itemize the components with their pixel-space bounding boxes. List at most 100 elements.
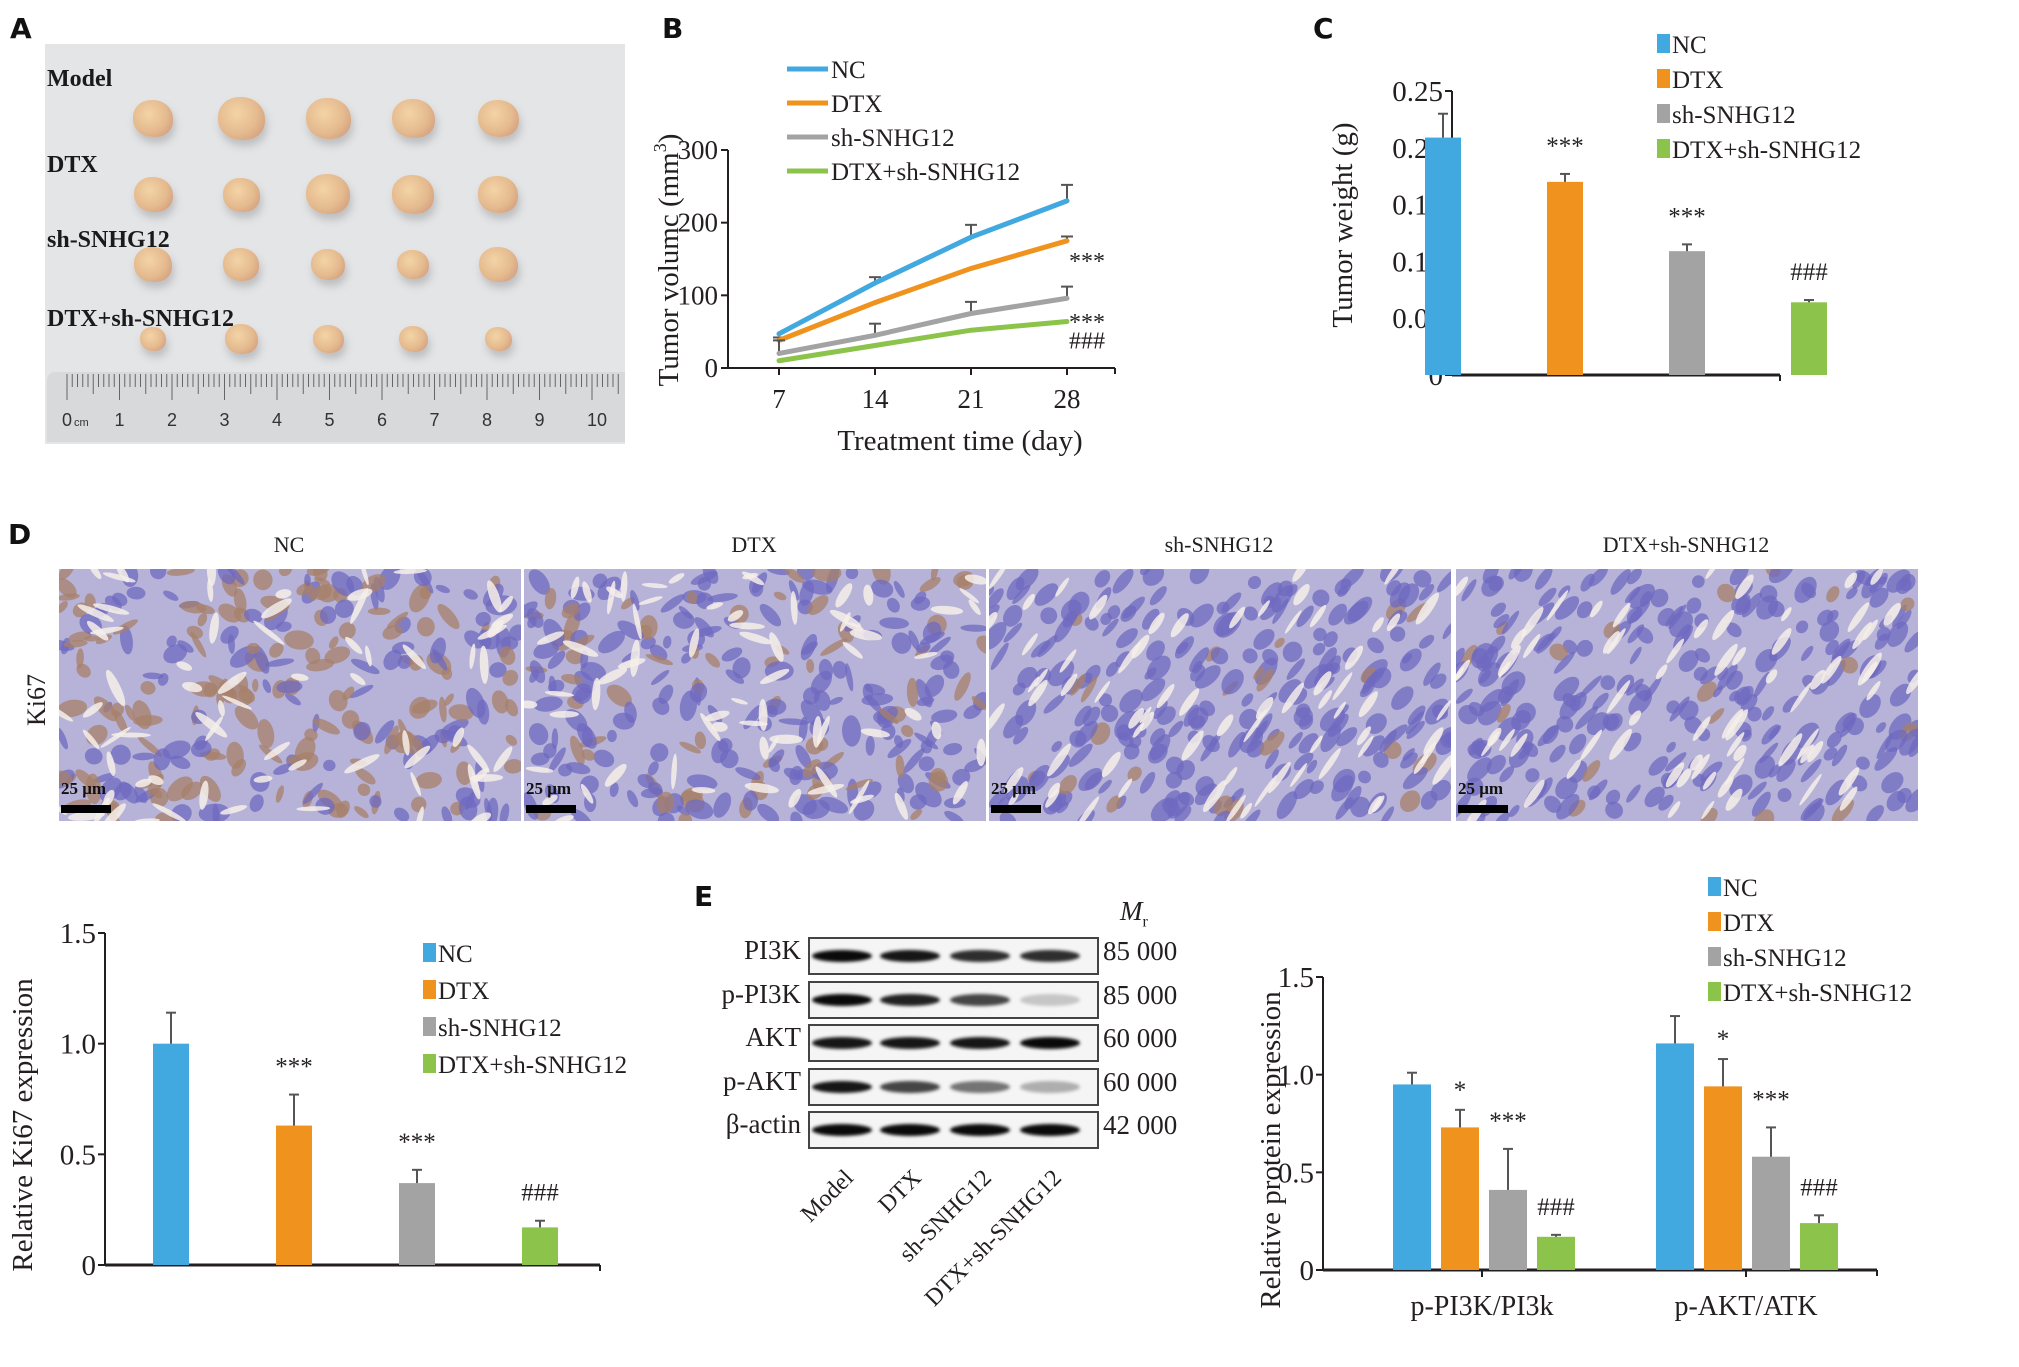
blot-band <box>880 994 940 1006</box>
legend-label: DTX+sh-SNHG12 <box>438 1052 627 1079</box>
blot-band <box>812 1081 872 1093</box>
blot-band <box>812 1037 872 1049</box>
ki67-row-label: Ki67 <box>22 640 52 760</box>
bar <box>522 1227 558 1265</box>
scale-bar-label: 25 μm <box>526 779 571 799</box>
significance-label: * <box>1717 1026 1730 1053</box>
tumor-sample <box>392 99 435 139</box>
x-axis-label: Treatment time (day) <box>837 425 1082 457</box>
legend-swatch <box>1657 69 1670 88</box>
histology-texture <box>59 569 521 821</box>
legend-label: sh-SNHG12 <box>1723 945 1847 972</box>
bar <box>1669 251 1705 375</box>
legend-label: NC <box>831 57 866 84</box>
significance-label: *** <box>1668 203 1706 230</box>
tumor-weight-bar-chart: Tumor weight (g) NCDTXsh-SNHG12DTX+sh-SN… <box>1310 0 2019 420</box>
legend-label: DTX <box>831 91 882 118</box>
histology-texture <box>524 569 986 821</box>
bar <box>1704 1086 1742 1270</box>
blot-protein-label: p-PI3K <box>681 979 801 1010</box>
tumor-sample <box>485 327 512 352</box>
tumor-sample <box>306 98 351 139</box>
molecular-weight-label: 85 000 <box>1103 980 1177 1011</box>
x-tick-label: 7 <box>772 384 786 414</box>
legend-swatch <box>423 1017 436 1036</box>
tumor-sample <box>140 327 166 351</box>
ruler-number: 7 <box>430 410 440 431</box>
panel-label-a: A <box>10 12 32 45</box>
y-axis-label: Relative Ki67 expression <box>7 978 39 1272</box>
ruler-number: 9 <box>535 410 545 431</box>
blot-band <box>1020 994 1080 1006</box>
molecular-weight-label: 60 000 <box>1103 1067 1177 1098</box>
bar <box>1547 182 1583 375</box>
tumor-sample <box>134 247 172 282</box>
tumor-sample <box>218 97 265 140</box>
blot-protein-label: AKT <box>681 1022 801 1053</box>
panel-label-d: D <box>8 518 31 551</box>
blot-strip <box>808 981 1099 1019</box>
legend-label: DTX <box>438 978 489 1005</box>
scale-bar <box>1458 805 1508 813</box>
significance-label: ### <box>1790 259 1828 286</box>
blot-strip <box>808 937 1099 975</box>
legend-swatch <box>423 980 436 999</box>
molecular-weight-label: 60 000 <box>1103 1023 1177 1054</box>
tumor-volume-line-chart: Tumor volumc (mm3) Treatment time (day) … <box>640 0 1200 470</box>
bar <box>1752 1157 1790 1270</box>
significance-label: *** <box>1752 1086 1790 1113</box>
blot-protein-label: β-actin <box>681 1109 801 1140</box>
legend-label: DTX <box>1672 67 1723 94</box>
tumor-sample <box>399 326 428 353</box>
blot-band <box>950 994 1010 1006</box>
blot-band <box>950 1081 1010 1093</box>
legend-label: DTX <box>1723 910 1774 937</box>
scale-bar-label: 25 μm <box>991 779 1036 799</box>
blot-strip <box>808 1068 1099 1106</box>
blot-strip <box>808 1111 1099 1149</box>
significance-label: *** <box>275 1054 313 1081</box>
tumor-sample <box>479 247 518 283</box>
bar <box>153 1044 189 1265</box>
legend-swatch <box>1657 34 1670 53</box>
blot-band <box>812 994 872 1006</box>
blot-band <box>812 950 872 962</box>
y-tick-label: 0 <box>82 1250 97 1282</box>
series-line-dtx-sh-snhg12 <box>779 321 1067 360</box>
x-tick-label: 14 <box>862 384 890 414</box>
y-axis-label: Relative protein expression <box>1255 991 1287 1309</box>
blot-protein-label: PI3K <box>681 935 801 966</box>
blot-band <box>1020 950 1080 962</box>
scale-bar <box>526 805 576 813</box>
legend-label: NC <box>1672 32 1707 59</box>
ruler-number: 5 <box>325 410 335 431</box>
ruler-number: 3 <box>220 410 230 431</box>
bar <box>1393 1084 1431 1270</box>
bar <box>1425 138 1461 375</box>
photo-row-label: Model <box>47 66 112 93</box>
legend-swatch <box>1708 877 1721 896</box>
bar <box>1537 1237 1575 1270</box>
x-tick-label: 21 <box>958 384 985 414</box>
tumor-sample <box>311 249 345 280</box>
ruler-number: 4 <box>272 410 282 431</box>
bar <box>1489 1190 1527 1270</box>
significance-label: ### <box>1800 1174 1838 1201</box>
photo-row-label: DTX+sh-SNHG12 <box>47 306 234 333</box>
blot-strip <box>808 1024 1099 1062</box>
protein-expression-bar-chart: Relative protein expression NCDTXsh-SNHG… <box>1250 860 2019 1326</box>
tumor-sample <box>133 100 173 137</box>
significance-label: ### <box>521 1180 559 1207</box>
histology-title: DTX+sh-SNHG12 <box>1455 532 1917 558</box>
y-tick-label: 1.0 <box>60 1029 96 1061</box>
y-tick-label: 1.5 <box>1278 962 1314 994</box>
legend-label: sh-SNHG12 <box>438 1015 562 1042</box>
bar <box>1791 302 1827 375</box>
legend-label: DTX+sh-SNHG12 <box>831 159 1020 186</box>
legend-label: DTX+sh-SNHG12 <box>1723 980 1912 1007</box>
